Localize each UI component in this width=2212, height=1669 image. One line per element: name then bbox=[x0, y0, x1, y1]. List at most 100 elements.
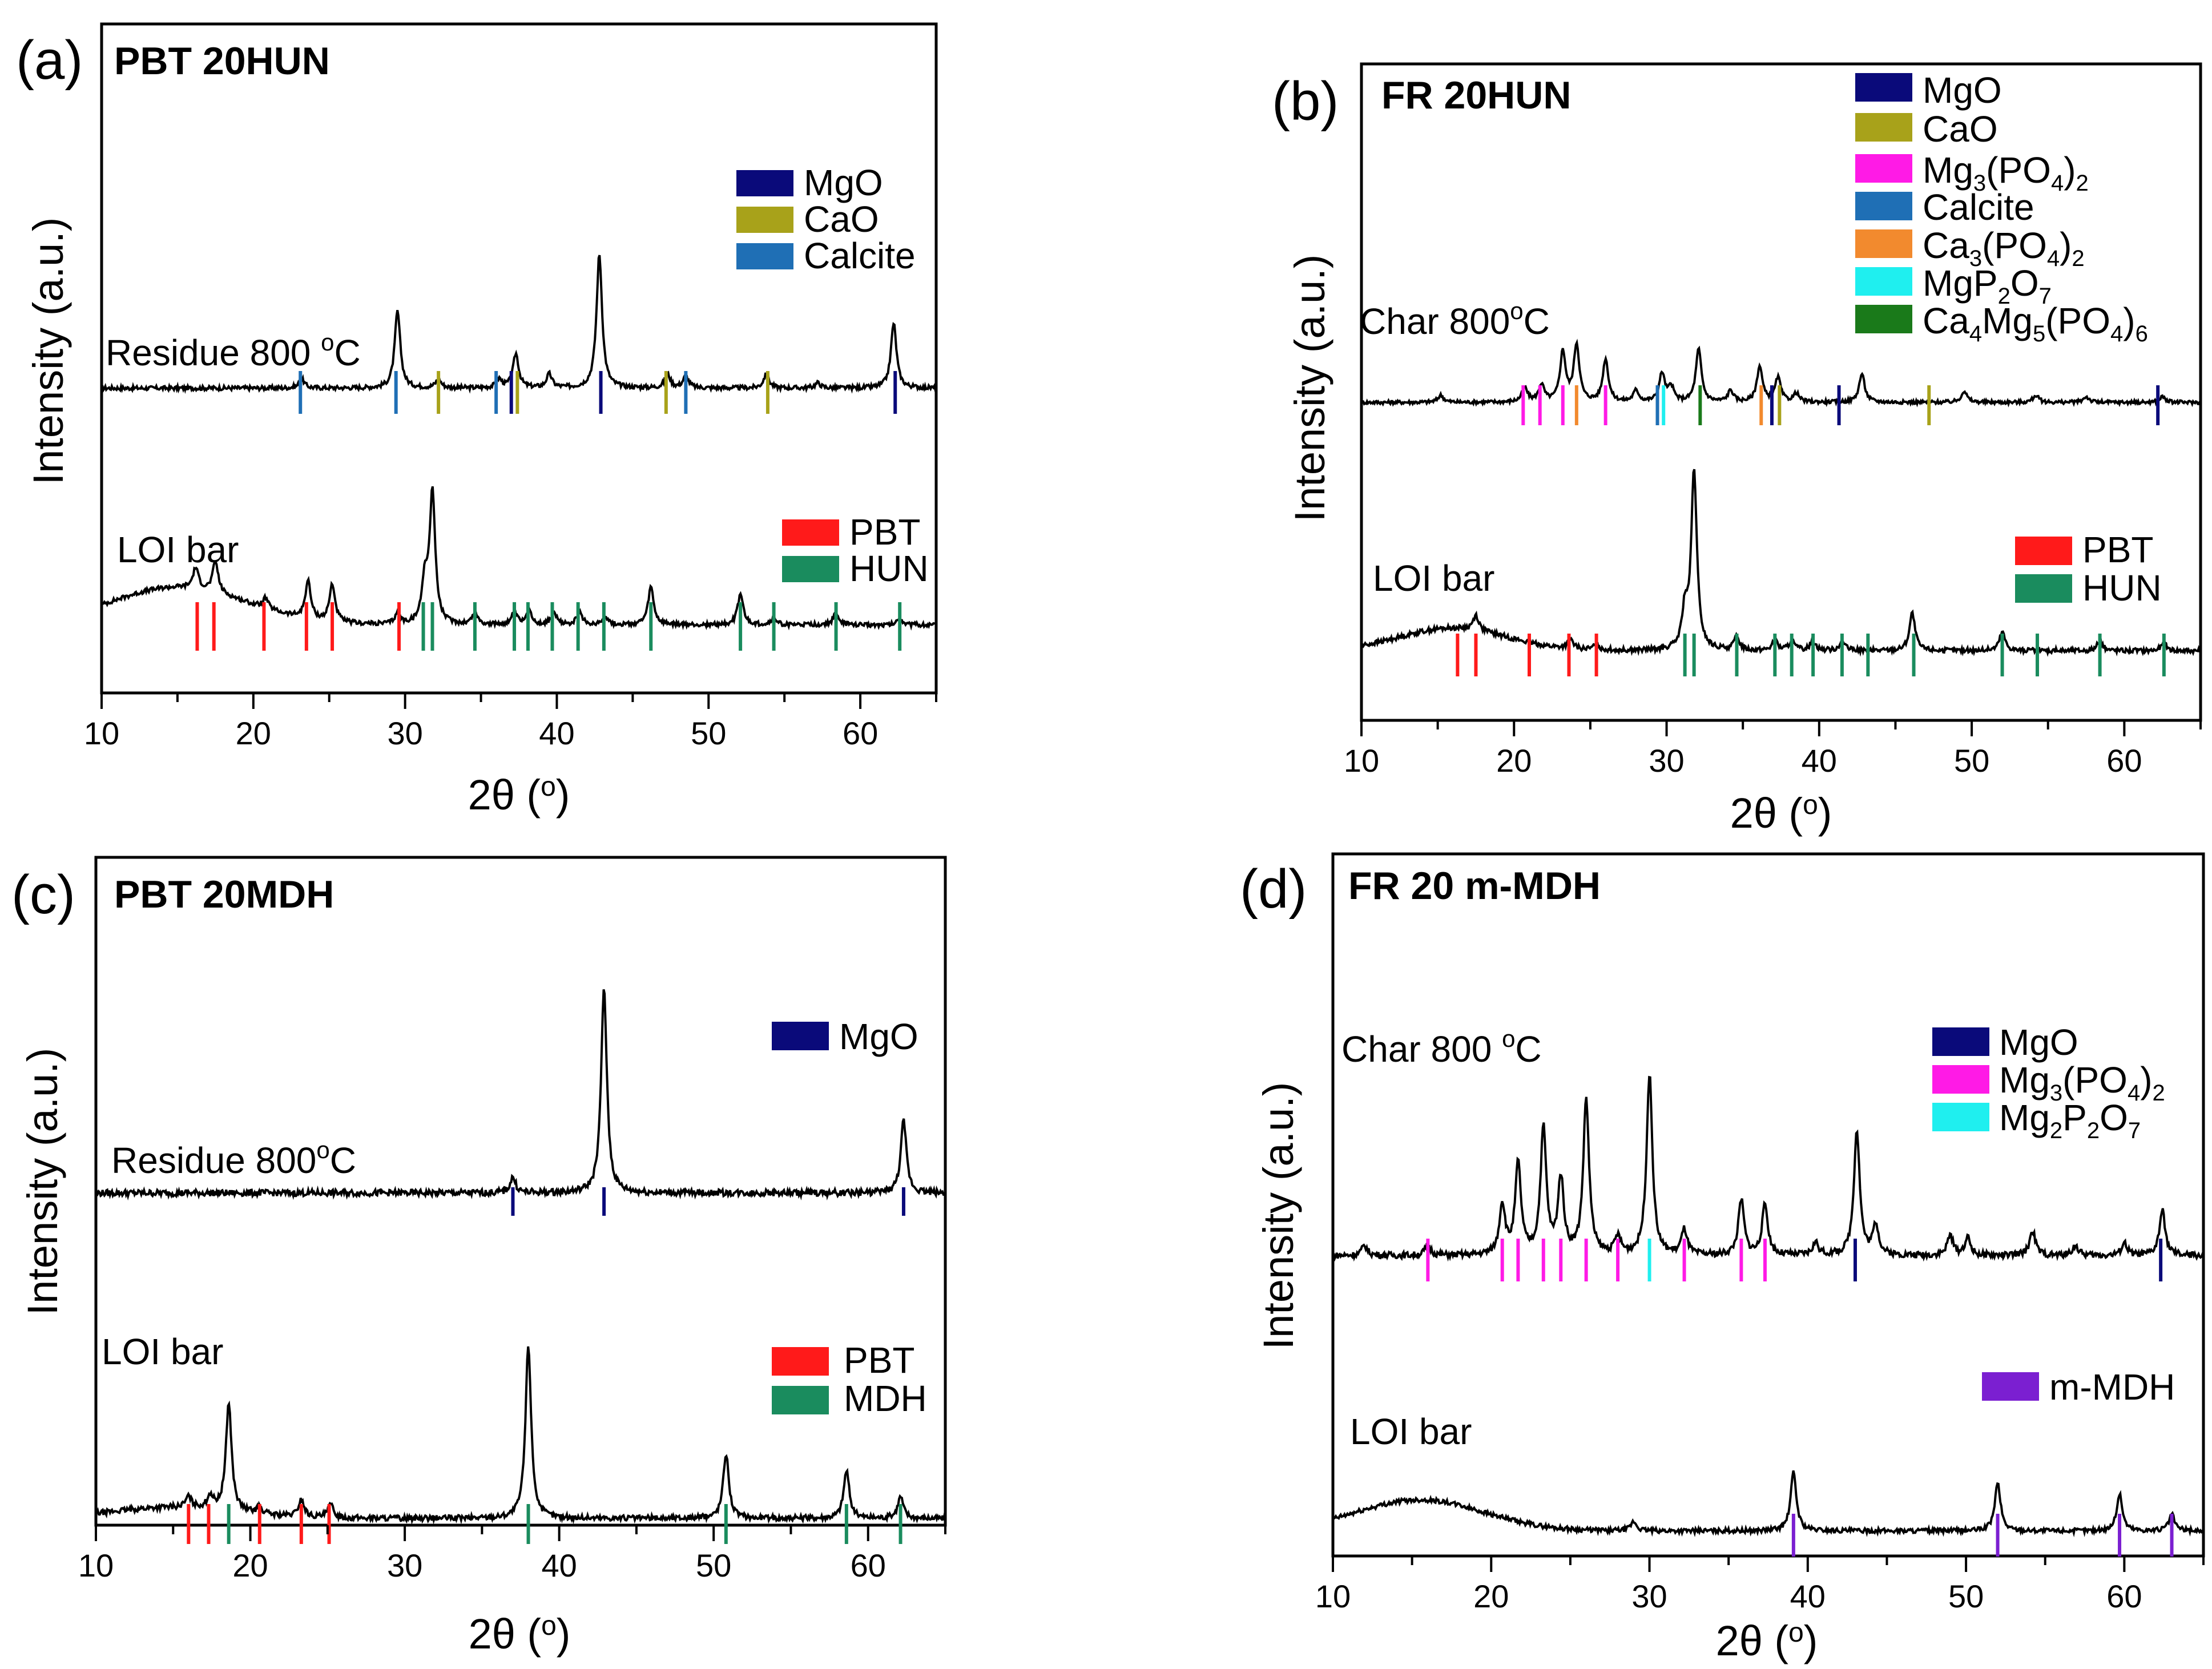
panel-c-xlabel-theta: 2θ ( bbox=[469, 1610, 542, 1658]
x-tick-label: 40 bbox=[1802, 743, 1837, 779]
panel-d-title: FR 20 m-MDH bbox=[1348, 864, 1601, 908]
panel-d-xlabel-o: o bbox=[1788, 1618, 1804, 1648]
legend-label: MgO bbox=[804, 162, 883, 203]
x-tick-label: 60 bbox=[2106, 1578, 2142, 1614]
panel-b-xlabel-o: o bbox=[1803, 790, 1818, 820]
panel-b-ticks: 10 20 30 40 50 60 bbox=[1344, 720, 2202, 779]
panel-c: (c) PBT 20MDH Intensity (a.u.) 2θ (o) 10… bbox=[11, 856, 947, 1658]
panel-b-letter: (b) bbox=[1272, 71, 1339, 132]
panel-d-ylabel: Intensity (a.u.) bbox=[1255, 1082, 1302, 1350]
panel-c-xlabel-o: o bbox=[541, 1611, 557, 1641]
panel-b-xlabel-close: ) bbox=[1818, 789, 1832, 837]
panel-d: (d) FR 20 m-MDH Intensity (a.u.) 2θ (o) … bbox=[1240, 852, 2205, 1664]
panel-b-trace-label-char: Char 800oC bbox=[1360, 297, 1550, 342]
legend-label: Mg2P2O7 bbox=[1999, 1097, 2141, 1143]
legend-swatch bbox=[1932, 1103, 1989, 1131]
legend-label: PBT bbox=[849, 511, 920, 553]
panel-d-letter: (d) bbox=[1240, 858, 1307, 920]
legend-label: m-MDH bbox=[2049, 1366, 2175, 1408]
panel-d-legend-upper: MgO Mg3(PO4)2 Mg2P2O7 bbox=[1932, 1022, 2165, 1143]
x-tick-label: 60 bbox=[2106, 743, 2142, 779]
x-tick-label: 40 bbox=[1790, 1578, 1826, 1614]
panel-b-ylabel: Intensity (a.u.) bbox=[1286, 255, 1333, 522]
panel-b-trace-label-loi: LOI bar bbox=[1373, 558, 1494, 599]
xrd-trace-upper bbox=[101, 255, 937, 394]
panel-a-letter: (a) bbox=[16, 30, 83, 91]
panel-a-markers bbox=[195, 371, 902, 651]
panel-b: (b) FR 20HUN Intensity (a.u.) 2θ (o) 10 2… bbox=[1272, 62, 2202, 837]
legend-swatch bbox=[1855, 305, 1912, 333]
panel-a-trace-label-residue: Residue 800 oC bbox=[106, 329, 361, 373]
x-tick-label: 30 bbox=[1631, 1578, 1667, 1614]
panel-a-curves bbox=[100, 255, 937, 631]
x-tick-label: 20 bbox=[236, 715, 271, 751]
panel-c-xlabel: 2θ (o) bbox=[469, 1610, 571, 1658]
panel-c-ticks: 10 20 30 40 50 60 bbox=[78, 1525, 946, 1583]
legend-swatch bbox=[736, 207, 793, 233]
legend-label: MgO bbox=[1999, 1022, 2078, 1063]
x-tick-label: 40 bbox=[539, 715, 574, 751]
legend-label-sub: 3 bbox=[1973, 171, 1986, 196]
panel-a-xlabel-theta: 2θ ( bbox=[468, 771, 541, 819]
legend-label: CaO bbox=[1923, 108, 1998, 150]
x-tick-label: 30 bbox=[387, 715, 422, 751]
xrd-trace-upper bbox=[1332, 1075, 2205, 1262]
panel-c-curves bbox=[95, 989, 946, 1525]
legend-label: CaO bbox=[804, 199, 879, 240]
panel-c-trace-label-loi: LOI bar bbox=[102, 1331, 223, 1372]
panel-b-markers bbox=[1456, 385, 2166, 676]
panel-a-ticks: 10 20 30 40 50 60 bbox=[84, 693, 937, 751]
xrd-trace-lower bbox=[95, 1346, 946, 1525]
panel-a-plot-frame bbox=[100, 22, 938, 695]
panel-b-title: FR 20HUN bbox=[1381, 74, 1572, 117]
legend-swatch bbox=[2015, 574, 2072, 603]
panel-c-ylabel: Intensity (a.u.) bbox=[19, 1048, 66, 1316]
legend-swatch bbox=[1855, 192, 1912, 220]
panel-b-legend-lower: PBT HUN bbox=[2015, 529, 2162, 608]
panel-c-legend-upper: MgO bbox=[772, 1016, 918, 1057]
legend-label: Mg3(PO4)2 bbox=[1999, 1059, 2165, 1106]
legend-swatch bbox=[736, 170, 793, 196]
panel-c-title: PBT 20MDH bbox=[114, 873, 334, 916]
panel-b-plot-frame bbox=[1360, 62, 2202, 722]
panel-b-xlabel-theta: 2θ ( bbox=[1730, 789, 1803, 837]
panel-a-xlabel: 2θ (o) bbox=[468, 771, 570, 819]
legend-swatch bbox=[772, 1022, 829, 1050]
legend-label: HUN bbox=[849, 548, 929, 589]
legend-label: PBT bbox=[2082, 529, 2153, 570]
legend-label: MgO bbox=[1923, 70, 2002, 111]
legend-swatch bbox=[782, 519, 839, 546]
legend-swatch bbox=[1855, 73, 1912, 102]
legend-label: Calcite bbox=[804, 235, 916, 276]
panel-d-markers bbox=[1426, 1239, 2174, 1557]
legend-swatch bbox=[2015, 537, 2072, 565]
panel-d-plot-frame bbox=[1331, 852, 2205, 1558]
panel-d-xlabel: 2θ (o) bbox=[1716, 1617, 1818, 1664]
legend-swatch bbox=[1855, 267, 1912, 296]
panel-c-trace-label-residue: Residue 800oC bbox=[111, 1136, 356, 1181]
xrd-trace-lower bbox=[1360, 469, 2202, 657]
panel-d-xlabel-close: ) bbox=[1804, 1617, 1818, 1664]
panel-a-legend-upper: MgO CaO Calcite bbox=[736, 162, 916, 276]
legend-swatch bbox=[736, 243, 793, 269]
panel-b-legend-upper: MgO CaO Mg3(PO4)2 Calcite Ca3(PO4)2 MgP2… bbox=[1855, 70, 2148, 346]
legend-swatch bbox=[772, 1347, 829, 1376]
panel-a-legend-lower: PBT HUN bbox=[782, 511, 929, 589]
x-tick-label: 60 bbox=[851, 1547, 886, 1583]
panel-b-xlabel: 2θ (o) bbox=[1730, 789, 1832, 837]
x-tick-label: 20 bbox=[1496, 743, 1532, 779]
legend-label: MDH bbox=[844, 1378, 927, 1419]
panel-d-trace-label-char: Char 800 oC bbox=[1341, 1025, 1542, 1070]
x-tick-label: 20 bbox=[232, 1547, 268, 1583]
panel-c-legend-lower: PBT MDH bbox=[772, 1340, 927, 1419]
legend-swatch bbox=[1982, 1372, 2039, 1401]
legend-label: MgP2O7 bbox=[1923, 263, 2052, 309]
panel-d-trace-label-loi: LOI bar bbox=[1350, 1411, 1472, 1452]
legend-swatch bbox=[1855, 229, 1912, 258]
legend-swatch bbox=[1855, 154, 1912, 183]
x-tick-label: 50 bbox=[696, 1547, 731, 1583]
panel-c-markers bbox=[187, 1187, 905, 1544]
x-tick-label: 10 bbox=[1315, 1578, 1351, 1614]
x-tick-label: 10 bbox=[84, 715, 119, 751]
